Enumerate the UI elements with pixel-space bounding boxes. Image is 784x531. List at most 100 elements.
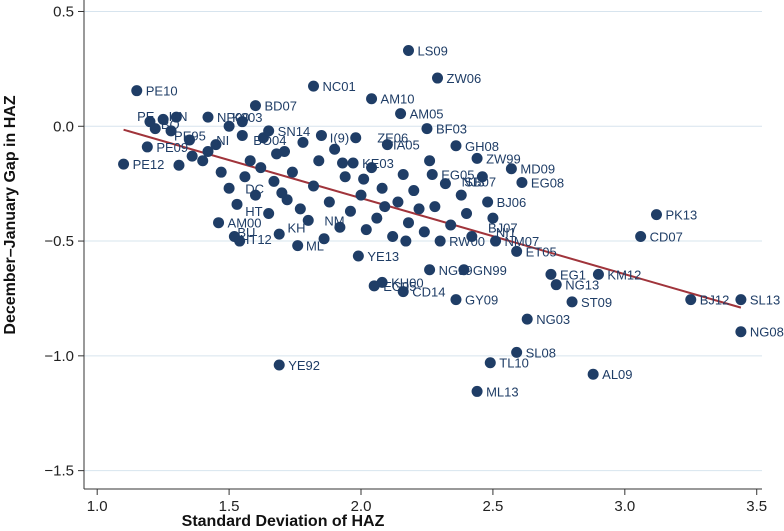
point-label: BF03 bbox=[436, 122, 467, 137]
data-point bbox=[165, 125, 177, 137]
data-point bbox=[397, 168, 409, 180]
fit-line bbox=[123, 128, 742, 309]
data-point bbox=[339, 171, 351, 183]
data-point bbox=[313, 155, 325, 167]
overlap-label: K903 bbox=[232, 110, 262, 125]
data-point-labeled bbox=[366, 93, 378, 105]
y-tick-label: −1.0 bbox=[44, 348, 74, 365]
data-point bbox=[249, 189, 261, 201]
data-point-labeled bbox=[521, 313, 533, 325]
data-point bbox=[210, 139, 222, 151]
data-point-labeled bbox=[735, 326, 747, 338]
data-point bbox=[223, 120, 235, 132]
point-label: AL09 bbox=[602, 367, 632, 382]
data-point-labeled bbox=[650, 209, 662, 221]
point-label: NG08 bbox=[750, 325, 784, 340]
point-label: EG95 bbox=[383, 279, 416, 294]
data-point bbox=[173, 159, 185, 171]
data-point-labeled bbox=[592, 268, 604, 280]
data-point bbox=[308, 180, 320, 192]
overlap-label: BJ07 bbox=[488, 220, 518, 235]
data-point-labeled bbox=[587, 368, 599, 380]
point-label: ML13 bbox=[486, 384, 519, 399]
data-point-labeled bbox=[202, 111, 214, 123]
point-label: PE12 bbox=[133, 157, 165, 172]
data-point bbox=[424, 155, 436, 167]
data-point-labeled bbox=[735, 294, 747, 306]
data-point bbox=[408, 185, 420, 197]
data-point bbox=[387, 230, 399, 242]
overlap-label: PE95 bbox=[174, 128, 206, 143]
point-label: CD14 bbox=[412, 285, 445, 300]
data-point bbox=[439, 178, 451, 190]
data-point bbox=[236, 116, 248, 128]
point-label: YE92 bbox=[288, 358, 320, 373]
point-label: CD07 bbox=[650, 229, 683, 244]
data-point bbox=[418, 226, 430, 238]
overlap-label: IA05 bbox=[393, 138, 420, 153]
data-point bbox=[429, 201, 441, 213]
data-point-labeled bbox=[635, 230, 647, 242]
point-label: BJ06 bbox=[497, 195, 527, 210]
overlap-label: ML bbox=[306, 239, 324, 254]
data-point bbox=[344, 205, 356, 217]
data-point bbox=[318, 233, 330, 245]
point-label: BJ12 bbox=[700, 293, 730, 308]
data-point-labeled bbox=[424, 264, 436, 276]
point-label: NG03 bbox=[536, 312, 570, 327]
y-axis-title: December–January Gap in HAZ bbox=[2, 95, 19, 334]
x-tick-label: 1.0 bbox=[87, 498, 108, 515]
point-label: GY09 bbox=[465, 293, 498, 308]
fit-line-group bbox=[123, 128, 742, 309]
data-point bbox=[329, 143, 341, 155]
data-point bbox=[402, 217, 414, 229]
data-point bbox=[455, 189, 467, 201]
point-label: PE10 bbox=[146, 84, 178, 99]
point-label: TL10 bbox=[499, 356, 529, 371]
overlap-label: KH bbox=[287, 220, 305, 235]
data-point-labeled bbox=[471, 152, 483, 164]
data-point-labeled bbox=[402, 45, 414, 57]
y-tick-label: −0.5 bbox=[44, 233, 74, 250]
data-point-labeled bbox=[131, 85, 143, 97]
x-tick-label: 2.0 bbox=[351, 498, 372, 515]
data-point-labeled bbox=[482, 196, 494, 208]
y-tick-label: −1.5 bbox=[44, 463, 74, 480]
x-tick-label: 1.5 bbox=[219, 498, 240, 515]
axes: 0.5 0.0 −0.5 −1.0 −1.5 1.0 1.5 2.0 2.5 3.0 3.5 bbox=[44, 0, 767, 515]
point-label: EG1 bbox=[560, 267, 586, 282]
data-point bbox=[297, 136, 309, 148]
data-point-labeled bbox=[432, 72, 444, 84]
data-point bbox=[239, 171, 251, 183]
point-label: KE03 bbox=[362, 156, 394, 171]
point-label: NP00 bbox=[217, 110, 250, 125]
data-point-labeled bbox=[273, 359, 285, 371]
point-label: NG13 bbox=[565, 278, 599, 293]
point-label: EG05 bbox=[441, 167, 474, 182]
data-point-labeled bbox=[368, 280, 380, 292]
overlap-label: NJ3 bbox=[462, 174, 485, 189]
data-point bbox=[236, 129, 248, 141]
point-label: PE09 bbox=[156, 140, 188, 155]
data-point-labeled bbox=[421, 123, 433, 135]
data-point bbox=[186, 150, 198, 162]
data-points bbox=[118, 45, 747, 397]
overlap-label: ZE06 bbox=[377, 131, 408, 146]
point-label: SL13 bbox=[750, 293, 780, 308]
point-label: ZW99 bbox=[486, 151, 521, 166]
point-label: RW00 bbox=[449, 234, 485, 249]
y-tick-label: 0.0 bbox=[53, 118, 74, 135]
overlap-label: HT12 bbox=[240, 232, 272, 247]
data-point-labeled bbox=[685, 294, 697, 306]
overlap-label: BO bbox=[161, 117, 180, 132]
point-label: SN14 bbox=[278, 124, 311, 139]
point-label: NC01 bbox=[323, 79, 356, 94]
data-point-labeled bbox=[118, 158, 130, 170]
data-point-labeled bbox=[141, 141, 153, 153]
data-point bbox=[149, 123, 161, 135]
data-point bbox=[366, 162, 378, 174]
overlap-label: SB07 bbox=[464, 174, 496, 189]
data-point bbox=[263, 208, 275, 220]
